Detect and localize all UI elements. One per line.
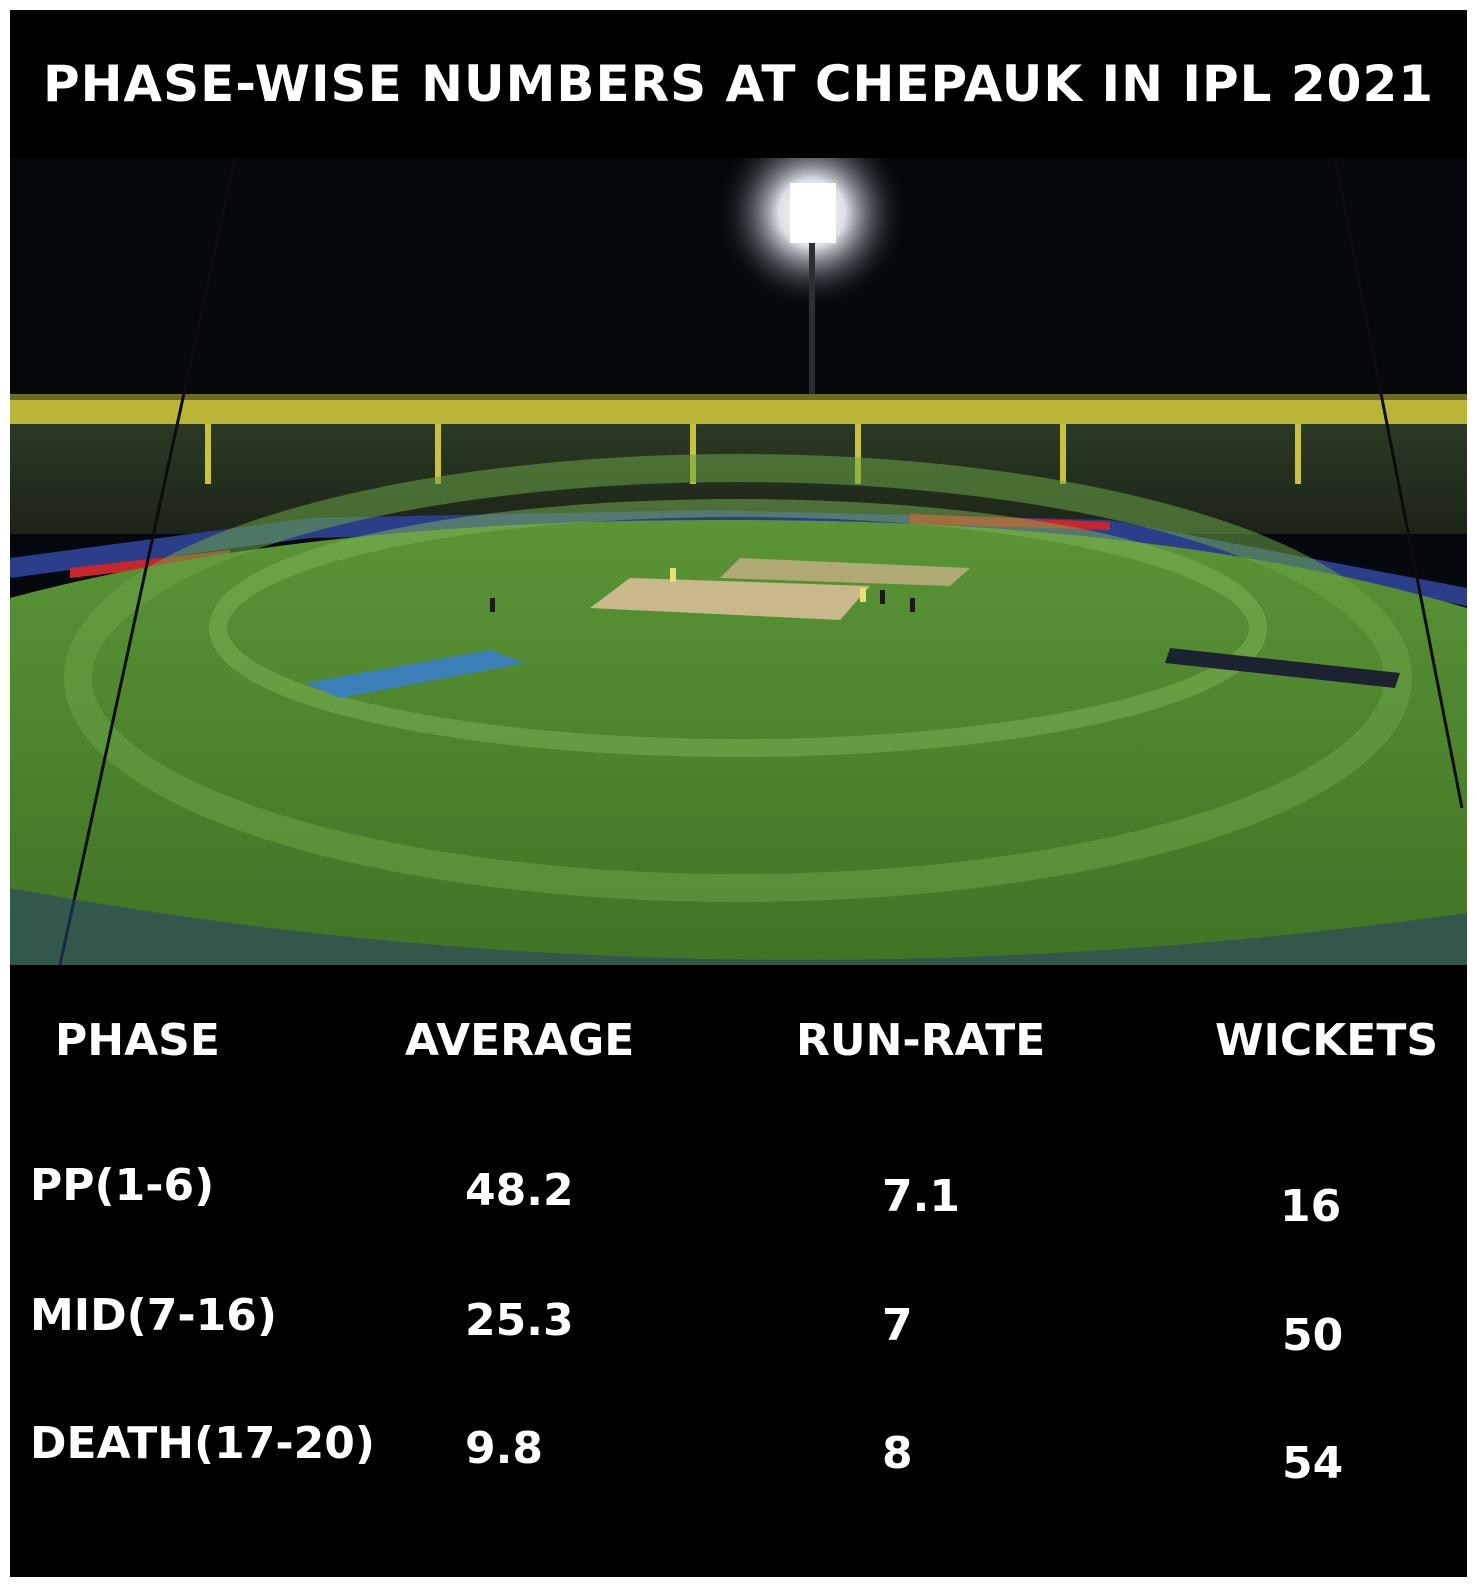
header-phase: PHASE <box>55 1015 220 1066</box>
row-phase: MID(7-16) <box>30 1290 278 1341</box>
stadium-photo <box>10 158 1467 965</box>
stats-table: PHASE AVERAGE RUN-RATE WICKETS PP(1-6) 4… <box>10 965 1467 1577</box>
row-average: 9.8 <box>465 1423 543 1474</box>
header-average: AVERAGE <box>405 1015 635 1066</box>
row-wickets: 54 <box>1282 1438 1344 1489</box>
row-phase: DEATH(17-20) <box>30 1418 375 1469</box>
infographic-panel: PHASE-WISE NUMBERS AT CHEPAUK IN IPL 202… <box>10 10 1467 1577</box>
header-run-rate: RUN-RATE <box>796 1015 1046 1066</box>
row-wickets: 16 <box>1280 1181 1342 1232</box>
row-average: 25.3 <box>465 1295 574 1346</box>
row-phase: PP(1-6) <box>30 1160 215 1211</box>
page-title: PHASE-WISE NUMBERS AT CHEPAUK IN IPL 202… <box>42 55 1435 113</box>
header-wickets: WICKETS <box>1215 1015 1439 1066</box>
row-run-rate: 8 <box>882 1428 913 1479</box>
row-run-rate: 7.1 <box>882 1171 960 1222</box>
row-average: 48.2 <box>465 1165 574 1216</box>
row-wickets: 50 <box>1282 1310 1344 1361</box>
row-run-rate: 7 <box>882 1300 913 1351</box>
